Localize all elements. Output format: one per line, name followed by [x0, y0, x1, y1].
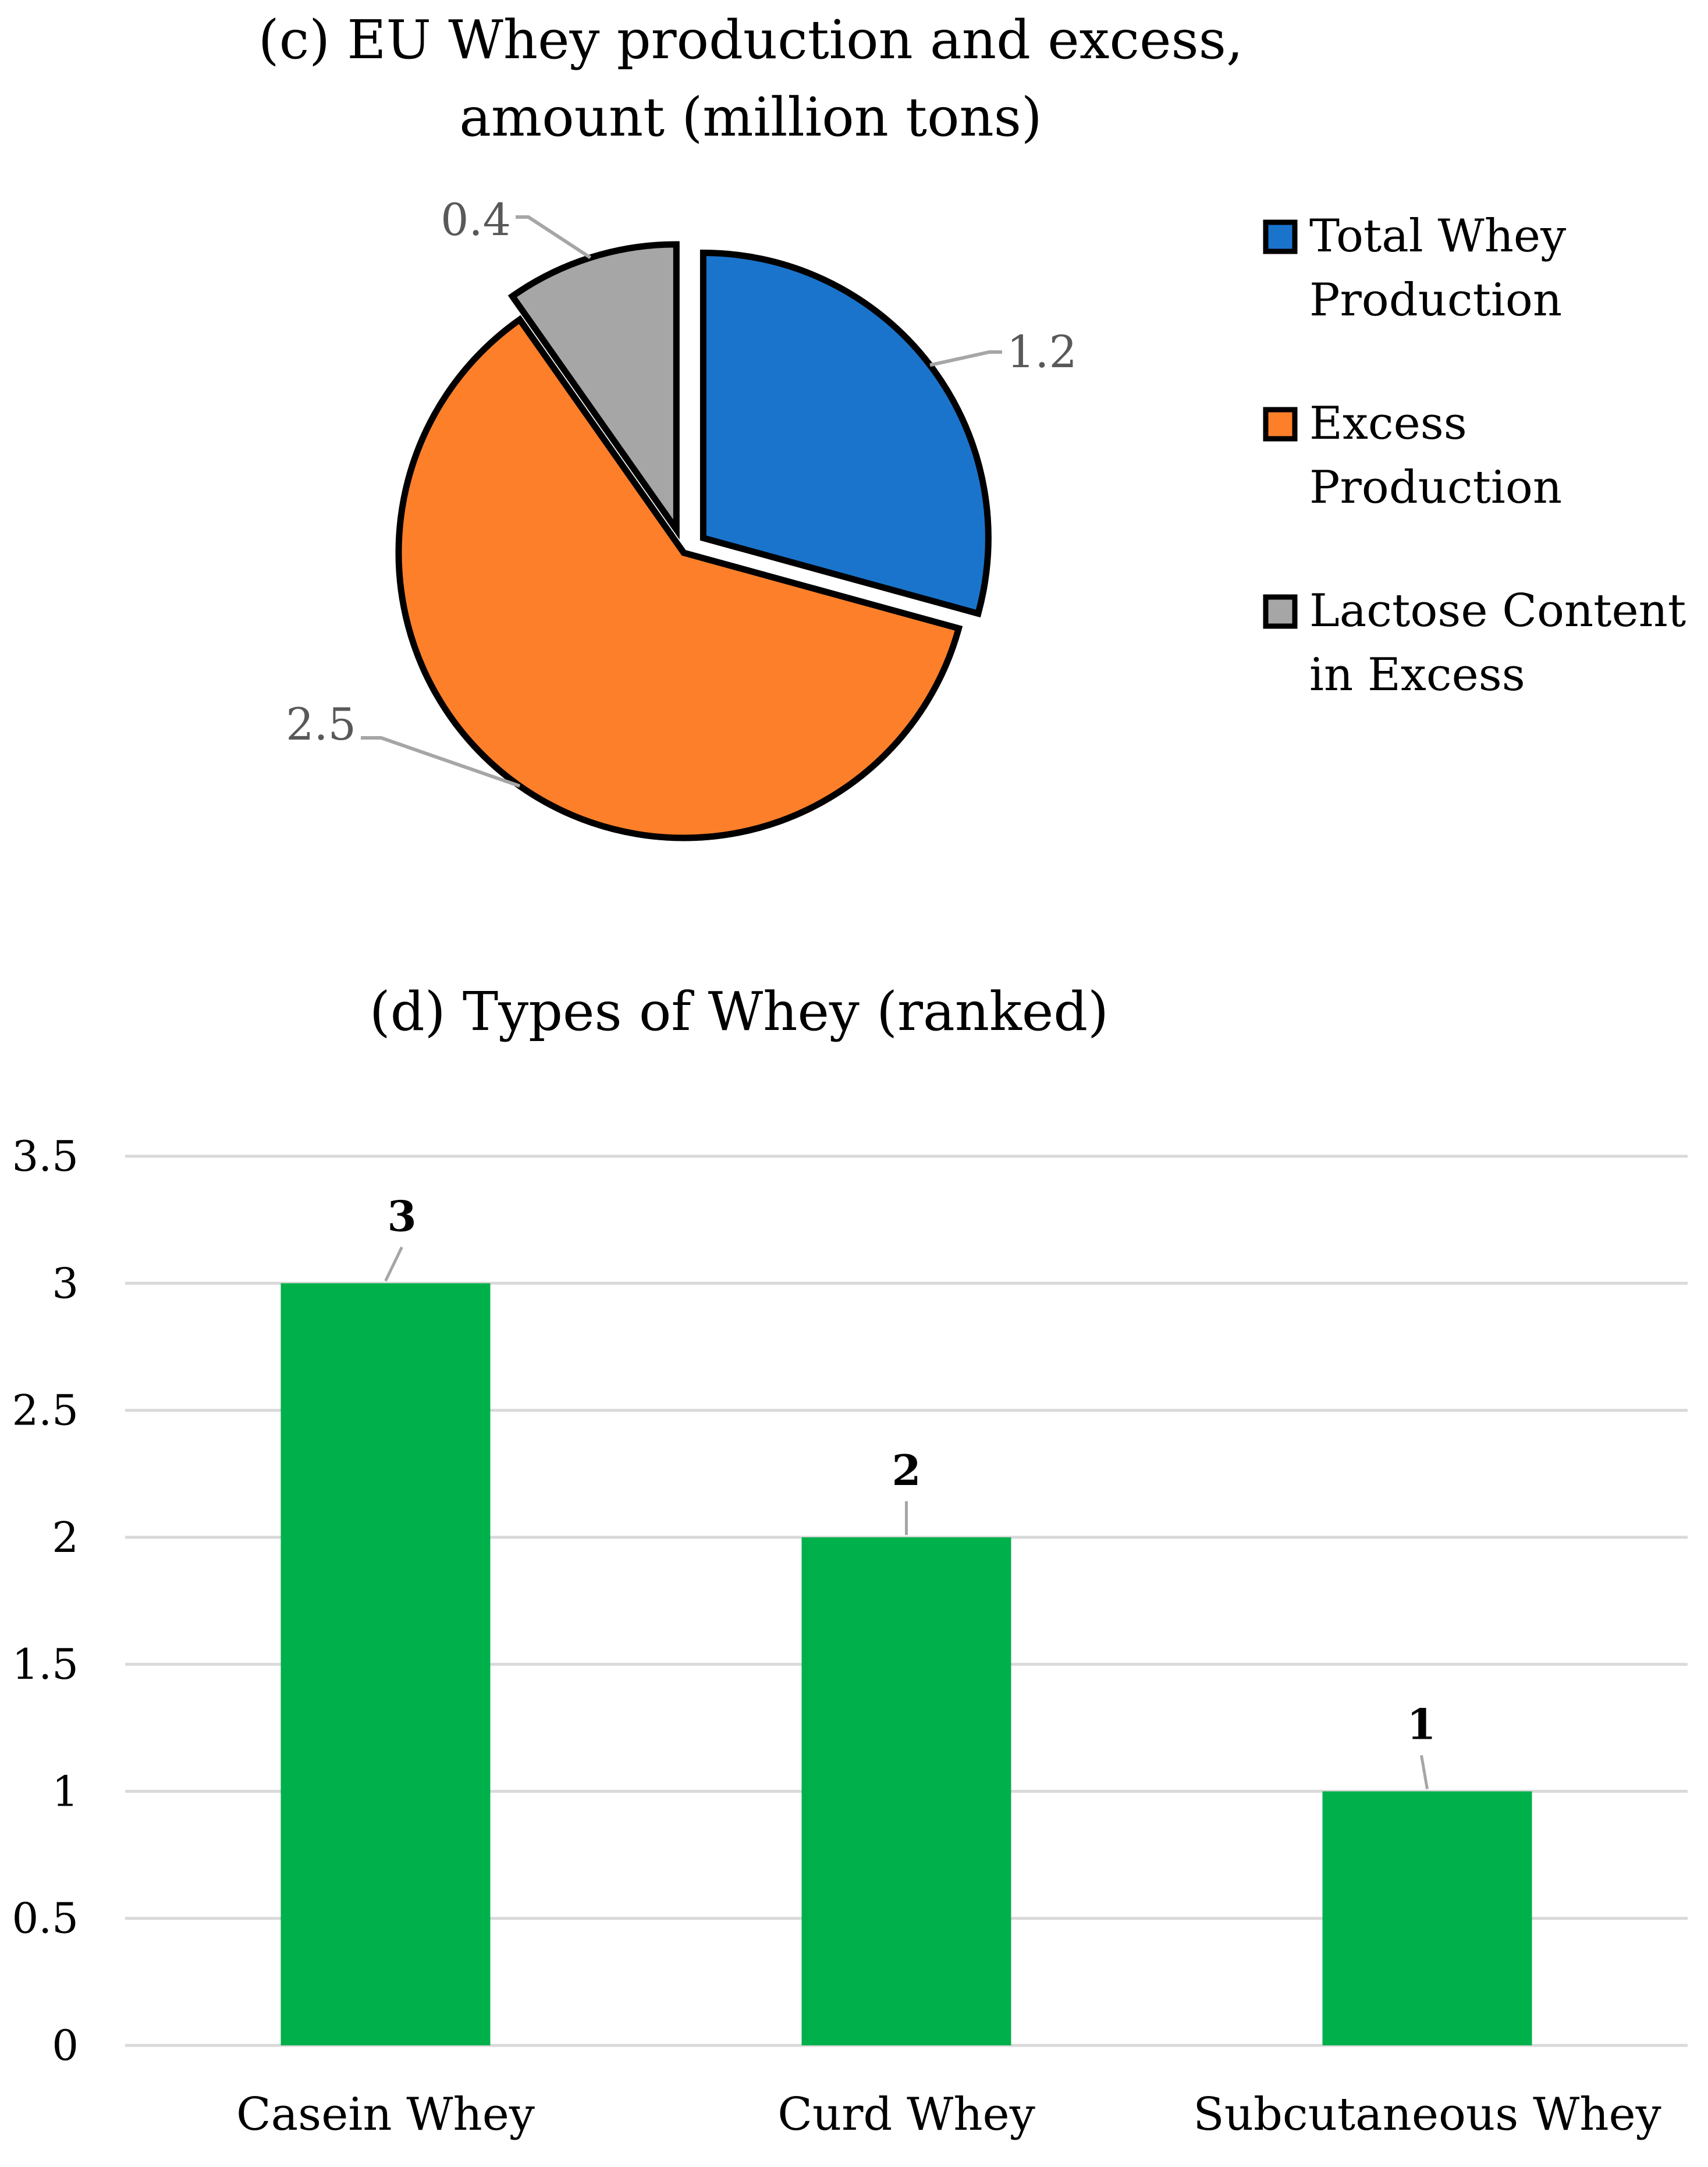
- legend-swatch-total-whey-production: [1263, 219, 1298, 254]
- y-tick-2: 2: [52, 1513, 79, 1562]
- bar-category-labels: Casein Whey Curd Whey Subcutaneous Whey: [236, 2088, 1661, 2141]
- bar-bars: [280, 1283, 1532, 2045]
- y-tick-1: 1: [52, 1767, 79, 1816]
- legend-label-lactose-content-in-excess-line-2: in Excess: [1309, 649, 1525, 701]
- pie-label-total-whey-production: 1.2: [1007, 326, 1077, 378]
- legend-label-lactose-content-in-excess-line-1: Lactose Content: [1309, 585, 1686, 637]
- legend-swatch-lactose-content-in-excess: [1263, 594, 1298, 629]
- pie-slice-lactose-content-in-excess: [507, 241, 680, 540]
- bar-value-label-subcutaneous-whey: 1: [1407, 1699, 1436, 1749]
- y-tick-3: 3: [52, 1259, 79, 1308]
- legend-label-excess-production-line-1: Excess: [1309, 397, 1467, 450]
- bar-data-labels: 3 2 1: [384, 1191, 1436, 1789]
- x-category-label-casein-whey: Casein Whey: [236, 2088, 535, 2141]
- bar-leader-line-casein-whey: [384, 1246, 403, 1282]
- pie-data-labels: 1.2 2.5 0.4: [286, 194, 1077, 788]
- bar-y-axis-ticks: 0 0.5 1 1.5 2 2.5 3 3.5: [12, 1132, 79, 2070]
- pie-leader-line-total-whey-production: [929, 350, 1002, 367]
- pie-leader-line-lactose-content-in-excess: [516, 215, 592, 260]
- y-tick-2-5: 2.5: [12, 1386, 79, 1435]
- bar-subcutaneous-whey: [1322, 1791, 1532, 2045]
- legend-label-excess-production-line-2: Production: [1309, 461, 1562, 514]
- legend-label-total-whey-production-line-1: Total Whey: [1309, 210, 1566, 262]
- legend-label-total-whey-production-line-2: Production: [1309, 274, 1562, 326]
- pie-slice-total-whey-production: [699, 250, 992, 618]
- pie-leader-line-excess-production: [361, 736, 521, 788]
- bar-casein-whey: [280, 1283, 491, 2045]
- y-tick-1-5: 1.5: [12, 1640, 79, 1689]
- pie-label-excess-production: 2.5: [286, 698, 356, 750]
- bar-value-label-casein-whey: 3: [387, 1191, 416, 1241]
- y-tick-0-5: 0.5: [12, 1894, 79, 1943]
- pie-title-line-1: (c) EU Whey production and excess,: [258, 9, 1243, 71]
- bar-value-label-curd-whey: 2: [892, 1445, 921, 1495]
- pie-legend: Total Whey Production Excess Production Lact…: [1263, 210, 1686, 701]
- x-category-label-subcutaneous-whey: Subcutaneous Whey: [1193, 2088, 1661, 2141]
- pie-title-line-2: amount (million tons): [459, 86, 1042, 148]
- bar-leader-line-subcutaneous-whey: [1420, 1755, 1429, 1789]
- bar-chart-panel: (d) Types of Whey (ranked) 0 0.5 1 1.5 2 2.5 3…: [12, 981, 1688, 2141]
- x-category-label-curd-whey: Curd Whey: [777, 2088, 1035, 2141]
- y-tick-0: 0: [52, 2021, 79, 2070]
- pie-slices: [395, 241, 992, 841]
- bar-curd-whey: [801, 1537, 1011, 2045]
- bar-title: (d) Types of Whey (ranked): [370, 981, 1109, 1043]
- pie-label-lactose-content-in-excess: 0.4: [441, 194, 511, 246]
- legend-swatch-excess-production: [1263, 407, 1298, 442]
- y-tick-3-5: 3.5: [12, 1132, 79, 1181]
- pie-chart-panel: (c) EU Whey production and excess, amoun…: [258, 9, 1686, 841]
